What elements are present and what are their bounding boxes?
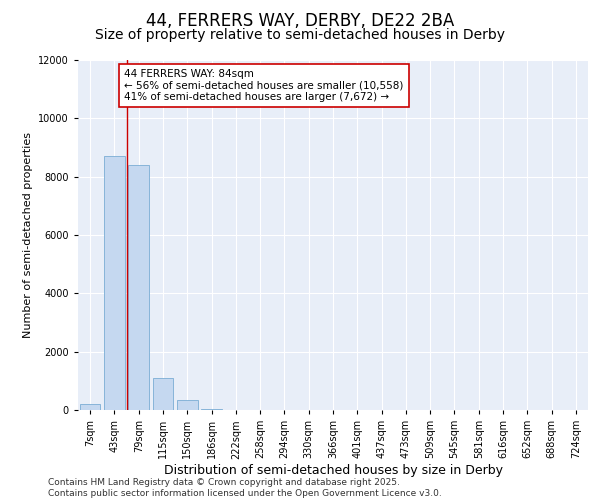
X-axis label: Distribution of semi-detached houses by size in Derby: Distribution of semi-detached houses by … <box>163 464 503 477</box>
Text: Contains HM Land Registry data © Crown copyright and database right 2025.
Contai: Contains HM Land Registry data © Crown c… <box>48 478 442 498</box>
Text: 44, FERRERS WAY, DERBY, DE22 2BA: 44, FERRERS WAY, DERBY, DE22 2BA <box>146 12 454 30</box>
Text: 44 FERRERS WAY: 84sqm
← 56% of semi-detached houses are smaller (10,558)
41% of : 44 FERRERS WAY: 84sqm ← 56% of semi-deta… <box>124 69 404 102</box>
Bar <box>104 156 125 410</box>
Bar <box>128 165 149 410</box>
Y-axis label: Number of semi-detached properties: Number of semi-detached properties <box>23 132 32 338</box>
Bar <box>80 404 100 410</box>
Bar <box>201 408 222 410</box>
Text: Size of property relative to semi-detached houses in Derby: Size of property relative to semi-detach… <box>95 28 505 42</box>
Bar <box>177 400 197 410</box>
Bar <box>152 378 173 410</box>
